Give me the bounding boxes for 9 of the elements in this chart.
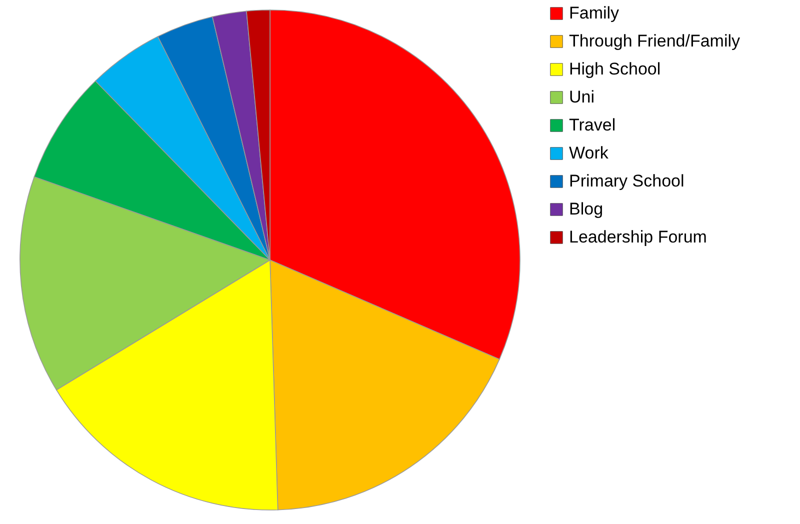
legend-label: Blog	[569, 200, 604, 218]
legend-label: Leadership Forum	[569, 228, 707, 246]
legend-label: Family	[569, 4, 620, 22]
legend-label: High School	[569, 60, 661, 78]
legend-label: Work	[569, 144, 609, 162]
legend-label: Uni	[569, 88, 595, 106]
legend-label: Through Friend/Family	[569, 32, 741, 50]
legend-label: Primary School	[569, 172, 684, 190]
legend-label: Travel	[569, 116, 616, 134]
